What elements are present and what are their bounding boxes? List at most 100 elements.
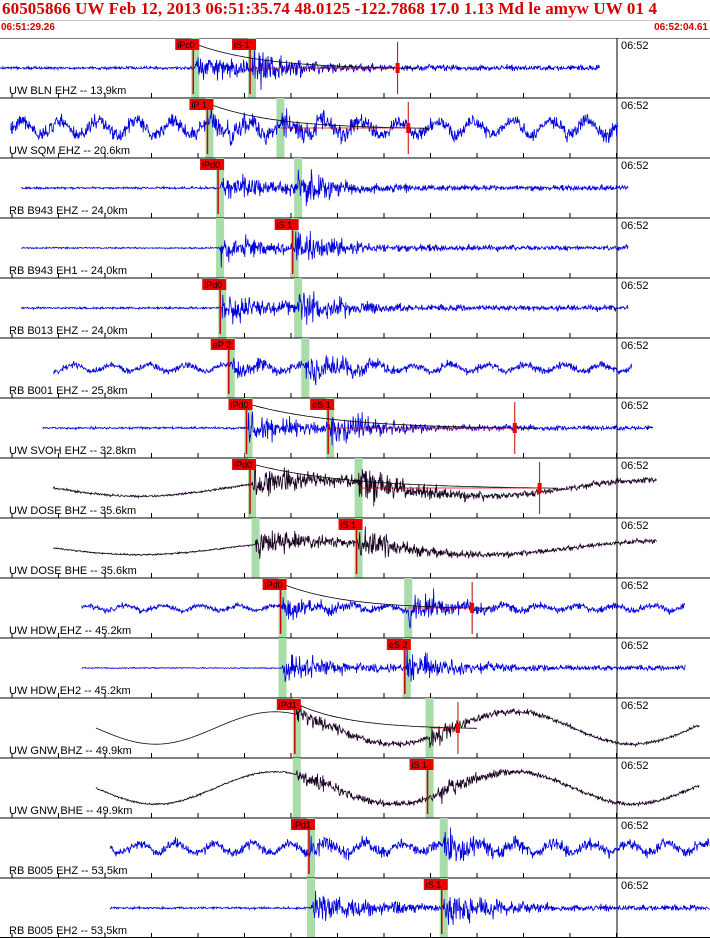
pick-flag-label: iS 1 [412,760,428,770]
station-label: UW DOSE BHZ -- 35.6km [9,505,136,517]
pick-flag-label: iPd1 [293,820,311,830]
seismogram-panels[interactable]: iPc0 iS 1 06:52 UW BLN EHZ -- 13.9km iP 1 06:… [0,38,710,938]
waveform [21,291,629,325]
time-tick-label: 06:52 [621,580,649,592]
trace-panel[interactable]: iPc0 iS 1 06:52 UW BLN EHZ -- 13.9km [0,38,710,98]
waveform [10,105,618,146]
station-label: RB B943 EH1 -- 24.0km [9,265,127,277]
s-pick-flag[interactable]: iS 1 [409,759,434,770]
trace-panel[interactable]: iPd0 06:52 UW HDW EHZ -- 45.2km [0,577,710,638]
station-label: UW BLN EHZ -- 13.9km [9,85,126,97]
p-window [292,698,301,758]
pick-flag-label: eS 1 [312,400,331,410]
pick-flag-bg [232,39,257,50]
p-pick-flag[interactable]: iPd0 [262,579,287,590]
waveform [53,355,633,386]
waveform [53,526,658,559]
pick-flag-bg [202,279,227,290]
p-pick-flag[interactable]: iPd1 [276,699,301,710]
trace-panel[interactable]: iP 1 06:52 UW SQM EHZ -- 20.6km [0,97,710,158]
waveform [109,890,710,926]
pick-flag-label: eP 2 [213,340,231,350]
time-tick-label: 06:52 [621,520,649,532]
coda-decay-curve [282,583,491,609]
station-label: RB B005 EHZ -- 53.5km [9,865,128,877]
waveform [95,701,700,748]
pick-flag-label: iPc0 [177,40,195,50]
coda-decay-curve [195,43,418,69]
time-tick-label: 06:52 [621,760,649,772]
trace-panel[interactable]: iPd0 06:52 RB B943 EHZ -- 24.0km [0,157,710,218]
p-pick-flag[interactable]: iPd0 [232,459,257,470]
pick-flag-label: iPd0 [234,460,252,470]
s-pick-flag[interactable]: eS 2 [386,639,411,650]
coda-decay-curve [209,103,428,129]
waveform [109,827,710,862]
s-pick-flag[interactable]: iS 1 [232,39,257,50]
header-bar: 60505866 UW Feb 12, 2013 06:51:35.74 48.… [0,0,710,38]
pick-flag-bg [409,759,434,770]
station-label: UW SVOH EHZ -- 32.8km [9,445,136,457]
trace-panel[interactable]: iPd0 eS 1 06:52 UW SVOH EHZ -- 32.8km [0,397,710,458]
pick-flag-label: iP 1 [191,100,206,110]
p-pick-flag[interactable]: iPd1 [290,819,315,830]
pick-flag-bg [338,519,363,530]
trace-panel[interactable]: iS 1 06:52 UW GNW BHE -- 49.9km [0,757,710,818]
s-window [301,338,310,398]
start-time: 06:51:29.26 [1,22,55,33]
station-label: RB B943 EHZ -- 24.0km [9,205,128,217]
coda-decay-curve [248,403,535,429]
p-pick-flag[interactable]: iPd0 [200,159,225,170]
s-pick-flag[interactable]: iS 1 [338,519,363,530]
pick-flag-bg [276,699,301,710]
p-window [292,758,301,818]
time-tick-label: 06:52 [621,340,649,352]
seismogram-svg[interactable]: iPc0 iS 1 06:52 UW BLN EHZ -- 13.9km iP 1 06:… [0,38,710,938]
s-pick-flag[interactable]: iS 1 [423,879,448,890]
waveform [52,464,657,507]
time-tick-label: 06:52 [621,880,649,892]
time-tick-label: 06:52 [621,220,649,232]
pick-flag-bg [189,99,214,110]
waveform [20,230,629,268]
pick-flag-bg [210,339,235,350]
pick-flag-label: iS 1 [277,220,293,230]
time-tick-label: 06:52 [621,820,649,832]
s-pick-flag[interactable]: iS 1 [274,219,299,230]
trace-panel[interactable]: iPd0 06:52 RB B013 EHZ -- 24.0km [0,277,710,338]
end-time: 06:52:04.61 [654,22,708,33]
station-label: UW HDW EH2 -- 45.2km [9,685,131,697]
p-pick-flag[interactable]: eP 2 [210,339,235,350]
pick-flag-bg [228,399,253,410]
trace-panel[interactable]: eP 2 06:52 RB B001 EHZ -- 25.8km [0,337,710,398]
trace-panel[interactable]: iPd1 06:52 RB B005 EHZ -- 53.5km [0,817,710,878]
time-tick-label: 06:52 [621,700,649,712]
trace-panel[interactable]: iPd1 06:52 UW GNW BHZ -- 49.9km [0,697,710,758]
p-pick-flag[interactable]: iPc0 [175,39,200,50]
pick-flag-bg [386,639,411,650]
time-tick-label: 06:52 [621,40,649,52]
pick-flag-bg [262,579,287,590]
p-pick-flag[interactable]: iP 1 [189,99,214,110]
s-pick-flag[interactable]: eS 1 [310,399,335,410]
time-tick-label: 06:52 [621,280,649,292]
trace-panel[interactable]: iS 1 06:52 UW DOSE BHE -- 35.6km [0,517,710,578]
trace-panel[interactable]: iS 1 06:52 RB B943 EH1 -- 24.0km [0,217,710,278]
pick-flag-bg [290,819,315,830]
station-label: RB B013 EHZ -- 24.0km [9,325,128,337]
station-label: UW DOSE BHE -- 35.6km [9,565,137,577]
p-window [278,638,287,698]
trace-panel[interactable]: iPd0 06:52 UW DOSE BHZ -- 35.6km [0,457,710,518]
p-window [248,458,257,518]
p-pick-flag[interactable]: iPd0 [202,279,227,290]
station-label: UW HDW EHZ -- 45.2km [9,625,131,637]
p-pick-flag[interactable]: iPd0 [228,399,253,410]
pick-flag-label: iS 1 [426,880,442,890]
pick-flag-label: iS 1 [341,520,357,530]
pick-flag-label: iPd0 [202,160,220,170]
pick-flag-label: eS 2 [389,640,408,650]
trace-panel[interactable]: eS 2 06:52 UW HDW EH2 -- 45.2km [0,637,710,698]
s-window [439,818,448,878]
trace-panel[interactable]: iS 1 06:52 RB B005 EH2 -- 53.5km [0,877,710,938]
pick-flag-label: iS 1 [234,40,250,50]
